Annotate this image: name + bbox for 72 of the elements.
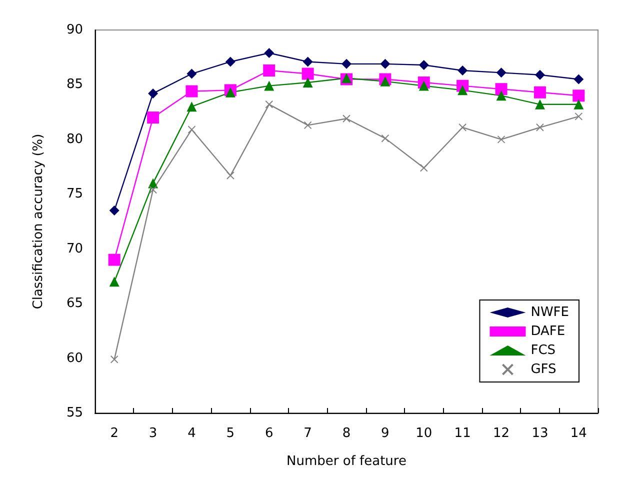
point	[380, 58, 390, 69]
point	[226, 172, 234, 180]
point	[186, 68, 197, 79]
point	[186, 102, 197, 112]
x-tick-label: 8	[342, 426, 351, 441]
x-tick-label: 12	[492, 426, 510, 441]
point	[302, 68, 314, 80]
point	[265, 100, 274, 108]
point	[109, 206, 120, 216]
point	[534, 86, 546, 98]
point	[225, 56, 236, 67]
x-tick-label: 14	[570, 426, 587, 441]
x-tick-label: 4	[188, 426, 196, 441]
point	[458, 123, 467, 132]
y-axis-title: Classification accuracy (%)	[31, 134, 46, 310]
point	[109, 276, 120, 287]
point	[342, 114, 350, 123]
x-axis-title: Number of feature	[286, 454, 406, 469]
point	[302, 56, 313, 67]
point	[186, 85, 198, 98]
point	[497, 135, 506, 144]
point	[149, 186, 158, 194]
x-tick-label: 9	[381, 426, 390, 441]
legend-label: FCS	[530, 343, 556, 358]
point	[225, 87, 236, 98]
point	[264, 48, 274, 58]
point	[420, 164, 428, 172]
point	[574, 74, 584, 84]
x-tick-label: 6	[264, 426, 274, 441]
y-tick-label: 80	[66, 132, 83, 147]
point	[302, 78, 313, 88]
x-tick-label: 7	[304, 426, 312, 441]
point	[496, 68, 506, 78]
y-tick-label: 60	[66, 350, 83, 366]
point	[148, 88, 158, 98]
point	[264, 80, 274, 91]
y-tick-label: 90	[66, 22, 83, 38]
y-tick-label: 75	[66, 186, 83, 202]
point	[263, 64, 276, 76]
legend-label: DAFE	[530, 324, 566, 339]
point	[536, 123, 544, 132]
point	[574, 99, 584, 110]
point	[574, 112, 583, 120]
point	[381, 134, 390, 142]
point	[458, 85, 468, 96]
point	[458, 65, 468, 76]
y-tick-label: 55	[66, 406, 83, 420]
point	[418, 60, 429, 70]
point	[108, 254, 120, 266]
point	[380, 76, 390, 86]
point	[304, 121, 312, 130]
point	[418, 80, 429, 91]
point	[110, 355, 118, 364]
x-tick-label: 10	[416, 426, 432, 441]
y-tick-label: 65	[66, 296, 83, 312]
y-tick-label: 85	[66, 77, 83, 92]
x-tick-label: 5	[226, 426, 235, 441]
point	[495, 83, 508, 96]
point	[496, 90, 506, 101]
point	[534, 99, 545, 110]
legend-label: GFS	[530, 362, 556, 377]
x-tick-label: 3	[148, 426, 158, 441]
point	[534, 70, 545, 80]
point	[147, 112, 160, 124]
legend-label: NWFE	[530, 305, 570, 320]
x-tick-label: 13	[532, 426, 548, 441]
x-tick-label: 11	[454, 426, 471, 441]
point	[188, 126, 196, 134]
x-tick-label: 2	[110, 426, 118, 441]
y-tick-label: 70	[66, 241, 83, 256]
point	[572, 90, 585, 102]
point	[342, 58, 352, 69]
